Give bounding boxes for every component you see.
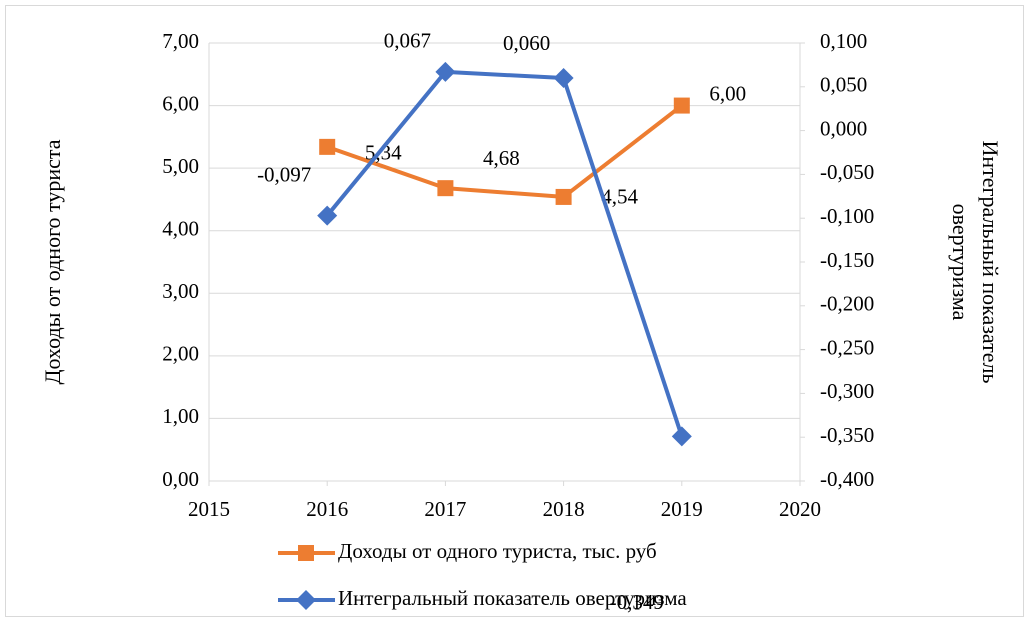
y-tick-label: 2,00 <box>162 342 199 366</box>
data-point <box>555 188 572 205</box>
data-label: -0,097 <box>257 162 311 186</box>
legend-marker <box>296 590 316 610</box>
y2-tick-label: 0,050 <box>820 73 867 97</box>
data-label: 0,067 <box>384 29 431 53</box>
y2-tick-label: 0,100 <box>820 29 867 53</box>
data-point <box>673 97 690 114</box>
x-tick-label: 2018 <box>543 497 585 521</box>
series-line <box>325 69 684 437</box>
y2-tick-label: -0,300 <box>820 379 874 403</box>
legend-label: Интегральный показатель овертуризма <box>338 586 687 610</box>
y2-tick-label: -0,050 <box>820 160 874 184</box>
data-point <box>671 426 692 447</box>
y-tick-label: 0,00 <box>162 467 199 491</box>
y2-tick-label: -0,350 <box>820 423 874 447</box>
data-point <box>435 61 456 82</box>
y-tick-label: 7,00 <box>162 29 199 53</box>
x-tick-label: 2020 <box>779 497 821 521</box>
y-tick-label: 4,00 <box>162 217 199 241</box>
data-point <box>317 205 338 226</box>
series-line <box>326 103 684 199</box>
data-label: 0,060 <box>503 31 550 55</box>
data-point <box>437 180 454 197</box>
y-tick-label: 5,00 <box>162 154 199 178</box>
y2-tick-label: -0,400 <box>820 467 874 491</box>
legend-label: Доходы от одного туриста, тыс. руб <box>338 539 657 563</box>
x-tick-label: 2016 <box>306 497 348 521</box>
data-point <box>319 138 336 155</box>
y2-tick-label: -0,250 <box>820 335 874 359</box>
y2-tick-label: -0,100 <box>820 204 874 228</box>
y-tick-label: 3,00 <box>162 279 199 303</box>
data-label: 4,68 <box>483 146 520 170</box>
x-tick-label: 2019 <box>661 497 703 521</box>
x-tick-label: 2017 <box>424 497 466 521</box>
y-tick-label: 1,00 <box>162 404 199 428</box>
data-point <box>553 68 574 89</box>
data-label: -0,349 <box>610 590 664 614</box>
data-label: 6,00 <box>709 81 746 105</box>
y2-tick-label: -0,200 <box>820 292 874 316</box>
x-tick-label: 2015 <box>188 497 230 521</box>
y-tick-label: 6,00 <box>162 91 199 115</box>
y-axis-title: Доходы от одного туриста <box>40 139 65 384</box>
chart-border <box>5 5 1024 617</box>
y2-axis-title: Интегральный показатель овертуризма <box>948 140 1003 384</box>
y2-tick-label: 0,000 <box>820 116 867 140</box>
y2-tick-label: -0,150 <box>820 248 874 272</box>
legend-marker <box>298 545 314 561</box>
